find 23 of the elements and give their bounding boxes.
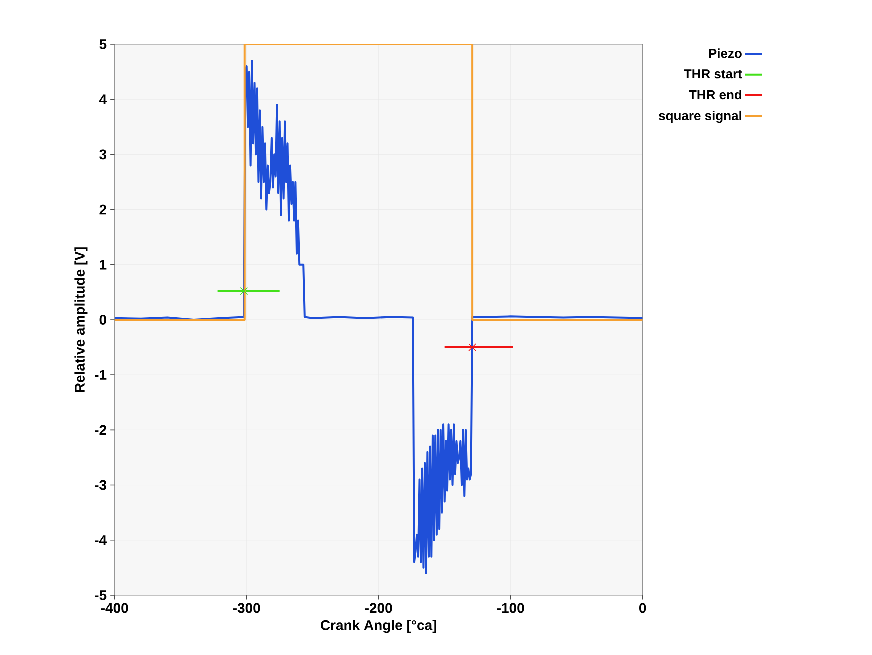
x-tick-label: -400: [101, 603, 128, 614]
x-tick-label: 0: [639, 603, 646, 614]
x-axis-title: Crank Angle [°ca]: [321, 620, 436, 634]
y-tick-label: 4: [99, 94, 107, 104]
line-series: [114, 60, 643, 574]
y-tick-label: 3: [100, 150, 107, 160]
legend-label: Piezo: [709, 48, 742, 58]
y-tick-label: -5: [95, 590, 107, 600]
y-tick-label: -4: [95, 536, 107, 546]
x-tick-label: -300: [233, 603, 260, 614]
y-tick-label: -2: [95, 425, 106, 436]
y-tick-label: 5: [100, 40, 107, 50]
y-tick-label: 0: [100, 315, 106, 325]
x-tick-label: -100: [497, 603, 524, 614]
legend-label: square signal: [659, 110, 742, 124]
x-tick-label: -200: [365, 603, 392, 614]
y-tick-label: -1: [95, 370, 107, 380]
y-tick-label: -3: [95, 480, 107, 490]
legend-label: THR start: [684, 70, 742, 79]
y-tick-label: 2: [100, 204, 106, 215]
y-tick-label: 1: [100, 260, 107, 270]
legend-label: THR end: [689, 90, 742, 100]
y-axis-title: Relative amplitude [V]: [74, 248, 88, 392]
